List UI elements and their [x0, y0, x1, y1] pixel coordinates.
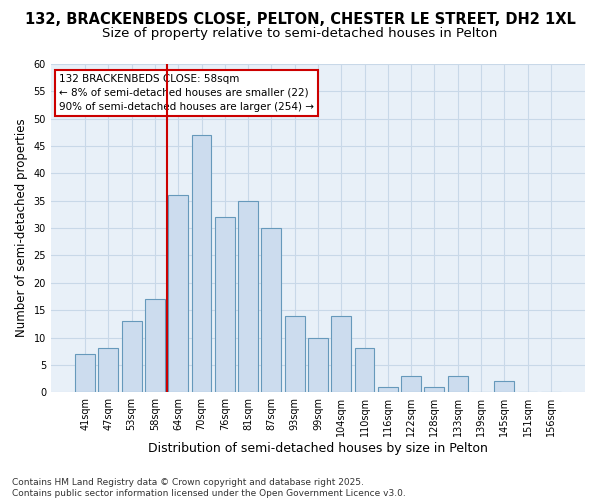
Bar [494, 382, 514, 392]
Text: 132, BRACKENBEDS CLOSE, PELTON, CHESTER LE STREET, DH2 1XL: 132, BRACKENBEDS CLOSE, PELTON, CHESTER … [25, 12, 575, 28]
Bar [401, 376, 421, 392]
Bar [215, 217, 235, 392]
Bar [191, 135, 211, 392]
Bar [331, 316, 351, 392]
Bar [378, 386, 398, 392]
Bar [448, 376, 467, 392]
Bar [122, 321, 142, 392]
Bar [262, 228, 281, 392]
Text: Size of property relative to semi-detached houses in Pelton: Size of property relative to semi-detach… [103, 28, 497, 40]
Text: 132 BRACKENBEDS CLOSE: 58sqm
← 8% of semi-detached houses are smaller (22)
90% o: 132 BRACKENBEDS CLOSE: 58sqm ← 8% of sem… [59, 74, 314, 112]
Bar [145, 299, 165, 392]
Bar [285, 316, 305, 392]
Bar [238, 201, 258, 392]
X-axis label: Distribution of semi-detached houses by size in Pelton: Distribution of semi-detached houses by … [148, 442, 488, 455]
Bar [355, 348, 374, 392]
Text: Contains HM Land Registry data © Crown copyright and database right 2025.
Contai: Contains HM Land Registry data © Crown c… [12, 478, 406, 498]
Y-axis label: Number of semi-detached properties: Number of semi-detached properties [15, 119, 28, 338]
Bar [424, 386, 444, 392]
Bar [75, 354, 95, 392]
Bar [308, 338, 328, 392]
Bar [169, 196, 188, 392]
Bar [98, 348, 118, 392]
